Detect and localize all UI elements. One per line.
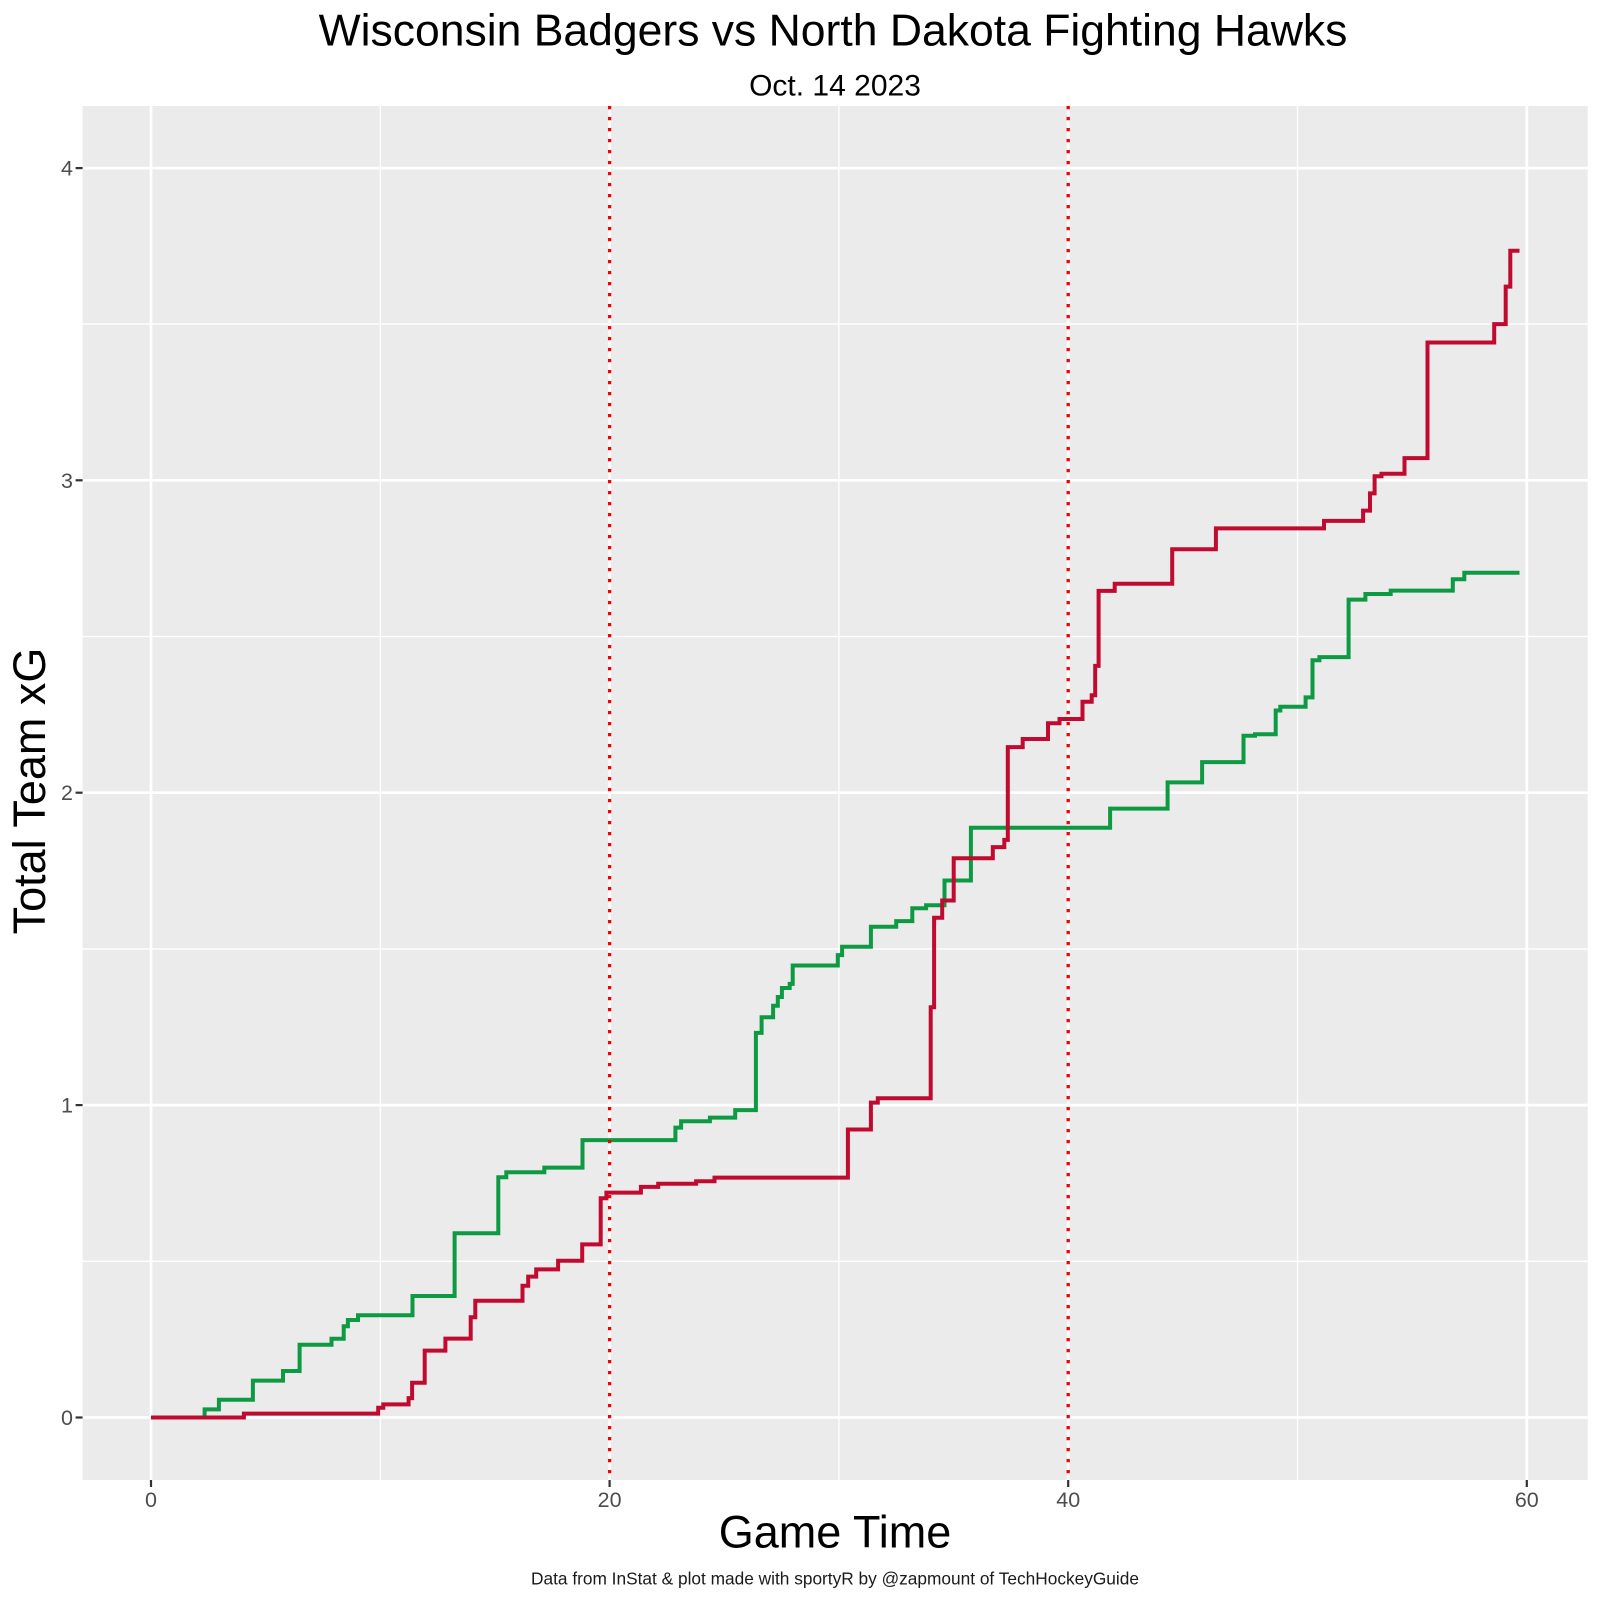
- svg-text:20: 20: [598, 1488, 622, 1512]
- svg-text:1: 1: [61, 1094, 73, 1118]
- svg-text:Total Team xG: Total Team xG: [4, 648, 55, 935]
- svg-text:0: 0: [145, 1488, 157, 1512]
- svg-text:0: 0: [61, 1406, 73, 1430]
- svg-text:4: 4: [61, 157, 73, 181]
- svg-text:Oct. 14 2023: Oct. 14 2023: [749, 70, 921, 103]
- svg-text:Game Time: Game Time: [719, 1507, 952, 1558]
- svg-text:60: 60: [1515, 1488, 1539, 1512]
- svg-text:3: 3: [61, 469, 73, 493]
- svg-text:2: 2: [61, 781, 73, 805]
- svg-text:Data from InStat & plot made w: Data from InStat & plot made with sporty…: [531, 1569, 1139, 1589]
- svg-text:40: 40: [1056, 1488, 1080, 1512]
- svg-text:Wisconsin Badgers vs North Dak: Wisconsin Badgers vs North Dakota Fighti…: [319, 7, 1348, 56]
